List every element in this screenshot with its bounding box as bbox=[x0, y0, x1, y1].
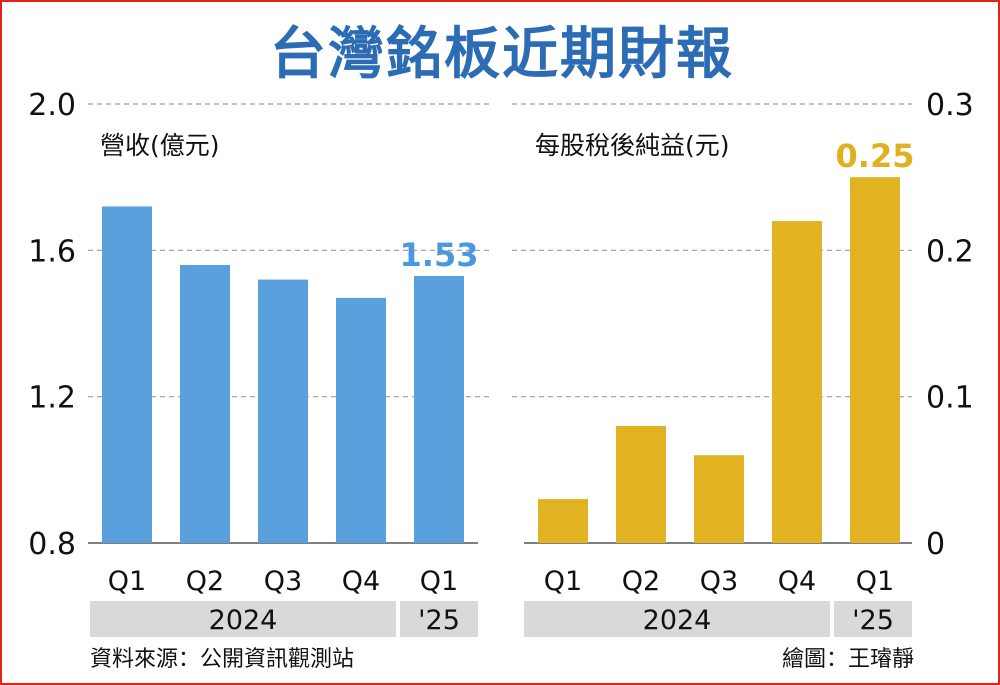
data-label: 1.53 bbox=[400, 236, 479, 274]
revenue-chart: 0.8 1.2 1.6 2.0 1.53 營收(億元) Q1 Q2 Q3 Q4 Q1 2024 '25 bbox=[28, 88, 492, 637]
year-label: 2024 bbox=[643, 605, 712, 636]
x-tick-label: Q1 bbox=[108, 566, 146, 597]
bar bbox=[772, 221, 822, 544]
year-band bbox=[834, 601, 912, 637]
year-label: 2024 bbox=[209, 605, 278, 636]
x-tick-label: Q4 bbox=[342, 566, 380, 597]
bar bbox=[102, 206, 152, 543]
x-tick-label: Q3 bbox=[700, 566, 738, 597]
bar bbox=[414, 275, 464, 543]
x-tick-label: Q4 bbox=[778, 566, 816, 597]
y-tick-label: 1.6 bbox=[28, 234, 76, 269]
bar bbox=[538, 499, 588, 543]
bar bbox=[616, 425, 666, 543]
y-tick-label: 0.8 bbox=[28, 527, 76, 562]
y-tick-label: 2.0 bbox=[28, 88, 76, 123]
bar bbox=[258, 279, 308, 543]
chart-title: 營收(億元) bbox=[100, 131, 220, 160]
y-tick-label: 0 bbox=[926, 527, 945, 562]
x-tick-label: Q2 bbox=[186, 566, 224, 597]
x-tick-label: Q2 bbox=[622, 566, 660, 597]
bar bbox=[850, 177, 900, 543]
year-label: '25 bbox=[418, 605, 460, 636]
y-tick-label: 0.3 bbox=[926, 88, 974, 123]
source-note: 資料來源：公開資訊觀測站 bbox=[90, 647, 355, 672]
year-band bbox=[524, 601, 830, 637]
bar bbox=[180, 264, 230, 543]
x-tick-label: Q1 bbox=[420, 566, 458, 597]
bar bbox=[694, 455, 744, 543]
y-tick-label: 0.2 bbox=[926, 234, 974, 269]
page-title: 台灣銘板近期財報 bbox=[270, 22, 734, 87]
year-label: '25 bbox=[852, 605, 894, 636]
bar bbox=[336, 297, 386, 543]
year-band bbox=[90, 601, 396, 637]
x-tick-label: Q3 bbox=[264, 566, 302, 597]
y-tick-label: 1.2 bbox=[28, 381, 76, 416]
year-band bbox=[400, 601, 478, 637]
chart-title: 每股稅後純益(元) bbox=[535, 131, 730, 160]
y-tick-label: 0.1 bbox=[926, 381, 974, 416]
x-tick-label: Q1 bbox=[856, 566, 894, 597]
data-label: 0.25 bbox=[836, 137, 915, 175]
credit-note: 繪圖：王璿靜 bbox=[781, 647, 914, 672]
eps-chart: 0 0.1 0.2 0.3 0.25 每股稅後純益(元) Q1 Q2 Q3 Q4 Q1 2024 '25 bbox=[512, 88, 974, 637]
x-tick-label: Q1 bbox=[544, 566, 582, 597]
